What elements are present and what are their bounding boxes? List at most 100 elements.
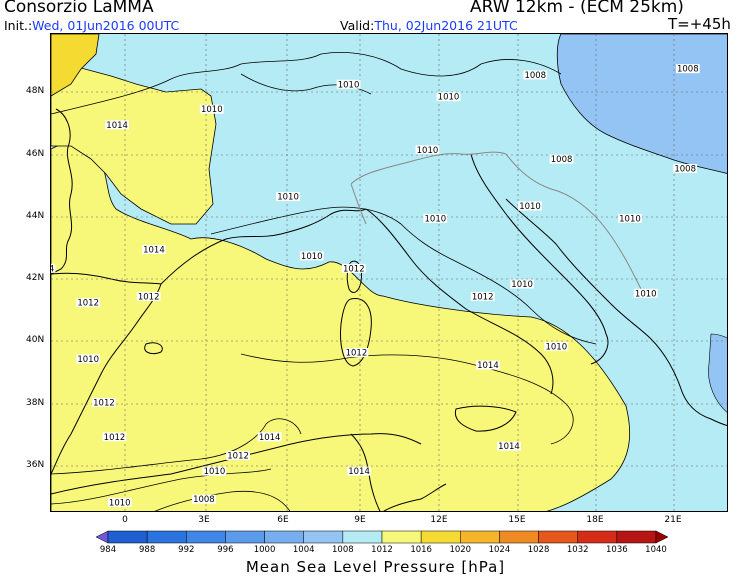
coast-sardinia: [340, 298, 372, 367]
isobar-label: 1008: [674, 165, 696, 175]
isobar-label: 1012: [343, 264, 365, 274]
isobar-label-bg: [423, 213, 448, 223]
isobar-label-bg: [470, 291, 495, 301]
isobar-label-bg: [476, 360, 500, 370]
high-pressure-region-corner: [51, 34, 100, 97]
high-pressure-regions: [51, 34, 631, 511]
isobar-label: 1010: [77, 355, 99, 365]
colorbar-label: 1040: [645, 545, 667, 555]
isobar-label-bg: [497, 441, 521, 451]
colorbar-label: 1036: [606, 545, 628, 555]
colorbar-cell: [499, 530, 539, 544]
org-title: Consorzio LaMMA: [4, 0, 154, 17]
init-label: Init.:: [4, 18, 33, 33]
isobar-label: 1008: [677, 65, 699, 75]
isobar-label-bg: [618, 213, 642, 223]
colorbar-label: 1028: [527, 545, 550, 555]
isobar-label: 1010: [277, 193, 299, 203]
isobar-label-bg: [92, 398, 116, 407]
coast-adriatic-east: [505, 198, 652, 340]
colorbar-label: 1020: [449, 545, 472, 555]
isobar-label: 1014: [348, 467, 370, 477]
isobar-label-bg: [142, 245, 166, 255]
isobar-label-bg: [192, 494, 216, 504]
isobar-label-bg: [510, 279, 535, 289]
colorbar-cell: [381, 530, 422, 544]
isobar-label: 1010: [338, 80, 360, 90]
coastlines: [51, 108, 727, 511]
isobar-label-bg: [299, 251, 324, 261]
isobar-label: 1008: [524, 71, 546, 81]
grid-lines: [51, 34, 727, 511]
coast-italy-west: [365, 208, 554, 395]
pressure-colorbar: [96, 530, 668, 544]
coast-sicily: [454, 405, 517, 432]
isobar-label: 1010: [425, 214, 447, 224]
isobar-label: 1012: [93, 399, 115, 409]
coast-balearic: [144, 342, 163, 355]
isobar-label: 1010: [519, 202, 541, 212]
high-pressure-region-northwest: [51, 65, 217, 225]
border-italy-west: [350, 183, 367, 225]
isobar-label: 1010: [619, 214, 641, 224]
colorbar-label: 1012: [371, 545, 393, 555]
borders: [350, 151, 642, 290]
isobar-label-bg: [544, 341, 569, 351]
coast-libya: [383, 483, 447, 511]
lon-label-12e: 12E: [430, 515, 448, 525]
lat-label-44n: 44N: [26, 211, 45, 221]
init-time: Init.:Wed, 01Jun2016 00UTC: [4, 18, 179, 33]
colorbar-cell: [655, 530, 668, 544]
lat-label-36n: 36N: [26, 460, 45, 470]
isobar-label: 1012: [472, 292, 494, 302]
isobar-label: 1012: [77, 299, 99, 309]
isobar-label-bg: [633, 288, 658, 298]
coast-france-med: [160, 208, 367, 285]
isobar-label: 1014: [51, 264, 54, 274]
isobar-1010-south: [51, 468, 272, 505]
isobar-label-bg: [347, 466, 371, 476]
isobar-label-bg: [415, 145, 440, 155]
colorbar-label: 1032: [566, 545, 589, 555]
colorbar-label: 996: [217, 545, 234, 555]
isobar-label: 1012: [346, 349, 368, 359]
colorbar-label: 992: [178, 545, 195, 555]
colorbar-cell: [96, 530, 109, 544]
isobar-label: 1012: [138, 292, 160, 302]
colorbar-cell: [264, 530, 304, 544]
colorbar-cells: [96, 530, 668, 544]
isobar-label: 1010: [301, 252, 323, 262]
isobar-label: 1014: [259, 433, 281, 443]
isobar-label-bg: [549, 154, 574, 164]
lat-label-48n: 48N: [26, 86, 45, 96]
isobar-label-bg: [51, 263, 56, 273]
lat-label-40n: 40N: [26, 335, 45, 345]
isobar-label-bg: [76, 354, 101, 364]
lon-label-15e: 15E: [508, 515, 526, 525]
colorbar-cell: [107, 530, 148, 544]
isobar-label-bg: [673, 164, 698, 173]
isobar-label: 1008: [193, 495, 215, 505]
isobar-label-bg: [276, 192, 300, 202]
colorbar-cell: [538, 530, 578, 544]
valid-time: Valid:Thu, 02Jun2016 21UTC: [340, 18, 518, 33]
isobar-1008-southwest: [154, 490, 291, 511]
lon-label-0: 0: [122, 515, 128, 525]
colorbar-cell: [616, 530, 657, 544]
isobar-label: 1014: [477, 361, 499, 371]
lon-label-9e: 9E: [354, 515, 366, 525]
colorbar-label: 988: [139, 545, 156, 555]
isobar-label-bg: [523, 70, 548, 80]
border-balkans: [505, 153, 642, 290]
coast-greece: [650, 338, 727, 426]
low-pressure-region-east: [556, 34, 727, 174]
isobar-1012-south: [51, 418, 302, 475]
model-title: ARW 12km - (ECM 25km): [470, 0, 684, 17]
isobar-label: 1012: [227, 452, 249, 462]
isobar-label: 1010: [201, 105, 223, 115]
isobar-label-bg: [76, 298, 101, 308]
isobar-1012-north: [51, 51, 562, 115]
valid-label: Valid:: [340, 18, 375, 33]
isobar-1014-south: [240, 353, 574, 445]
isobar-label: 1010: [545, 342, 567, 352]
